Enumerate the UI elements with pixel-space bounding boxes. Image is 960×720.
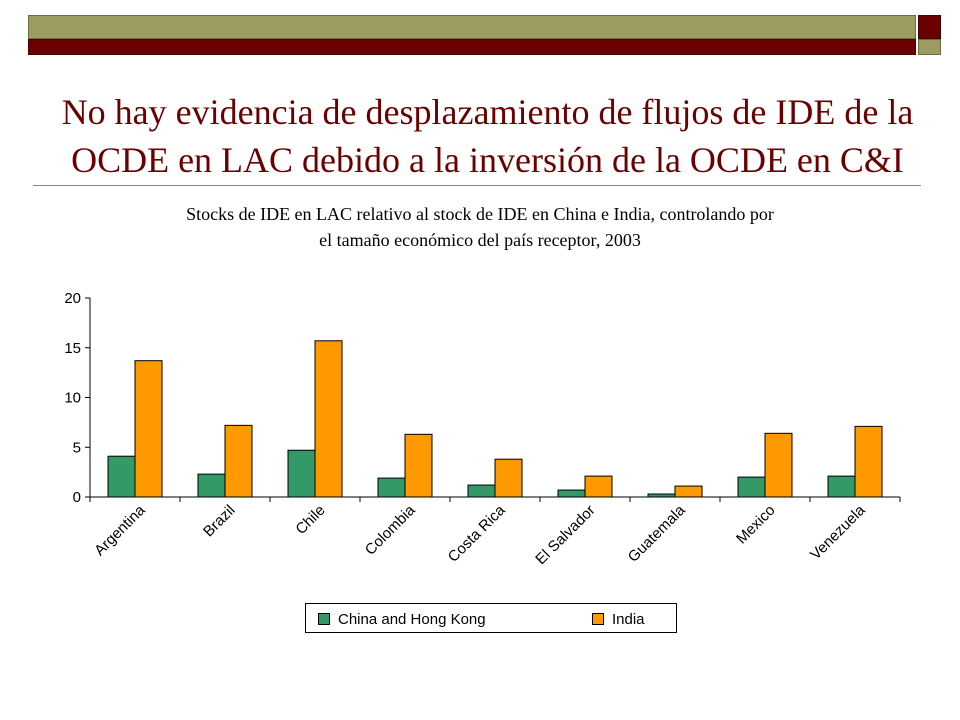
legend-item-china: China and Hong Kong [318, 610, 486, 628]
x-tick-label: Mexico [733, 502, 779, 548]
bar-india [134, 360, 163, 498]
y-tick-label: 20 [64, 290, 81, 307]
bar-india [674, 485, 703, 498]
bar-china-and-hong-kong [467, 484, 496, 498]
bar-india [404, 433, 433, 498]
bar-china-and-hong-kong [737, 476, 766, 498]
bar-china-and-hong-kong [287, 449, 316, 498]
x-tick-label: El Salvador [532, 502, 598, 568]
bar-india [854, 425, 883, 498]
legend-item-india: India [592, 610, 645, 628]
y-tick-label: 0 [73, 489, 81, 506]
x-tick-label: Argentina [91, 501, 149, 559]
bar-china-and-hong-kong [197, 473, 226, 498]
header-bar-red [28, 39, 916, 55]
x-tick-label: Brazil [200, 502, 239, 541]
bar-india [224, 424, 253, 498]
bar-india [584, 475, 613, 498]
y-tick-label: 5 [73, 439, 81, 456]
bar-china-and-hong-kong [647, 493, 676, 498]
legend-swatch-india [592, 613, 604, 625]
x-tick-label: Guatemala [625, 501, 689, 565]
bar-india [314, 340, 343, 498]
x-tick-label: Colombia [362, 501, 419, 558]
corner-block-olive [918, 39, 941, 55]
legend-swatch-china [318, 613, 330, 625]
y-tick-label: 10 [64, 390, 81, 407]
legend-label-india: India [612, 610, 645, 628]
slide-title: No hay evidencia de desplazamiento de fl… [20, 88, 955, 184]
y-tick-label: 15 [64, 340, 81, 357]
slide-title-line-2: OCDE en LAC debido a la inversión de la … [71, 140, 904, 180]
slide-title-line-1: No hay evidencia de desplazamiento de fl… [61, 92, 914, 132]
bar-china-and-hong-kong [107, 455, 136, 498]
chart-subtitle-line-2: el tamaño económico del país receptor, 2… [319, 230, 641, 250]
bar-china-and-hong-kong [827, 475, 856, 498]
bar-china-and-hong-kong [377, 477, 406, 498]
bar-india [764, 432, 793, 498]
header-bar-olive [28, 15, 916, 39]
x-tick-label: Venezuela [807, 501, 869, 563]
chart-subtitle: Stocks de IDE en LAC relativo al stock d… [40, 201, 920, 253]
legend-label-china: China and Hong Kong [338, 610, 486, 628]
x-tick-label: Costa Rica [445, 501, 509, 565]
bar-india [494, 458, 523, 498]
x-tick-label: Chile [292, 502, 328, 538]
corner-block-red [918, 15, 941, 39]
title-divider [33, 185, 921, 186]
chart-subtitle-line-1: Stocks de IDE en LAC relativo al stock d… [186, 204, 774, 224]
chart-legend: China and Hong Kong India [305, 603, 677, 633]
bar-china-and-hong-kong [557, 489, 586, 498]
